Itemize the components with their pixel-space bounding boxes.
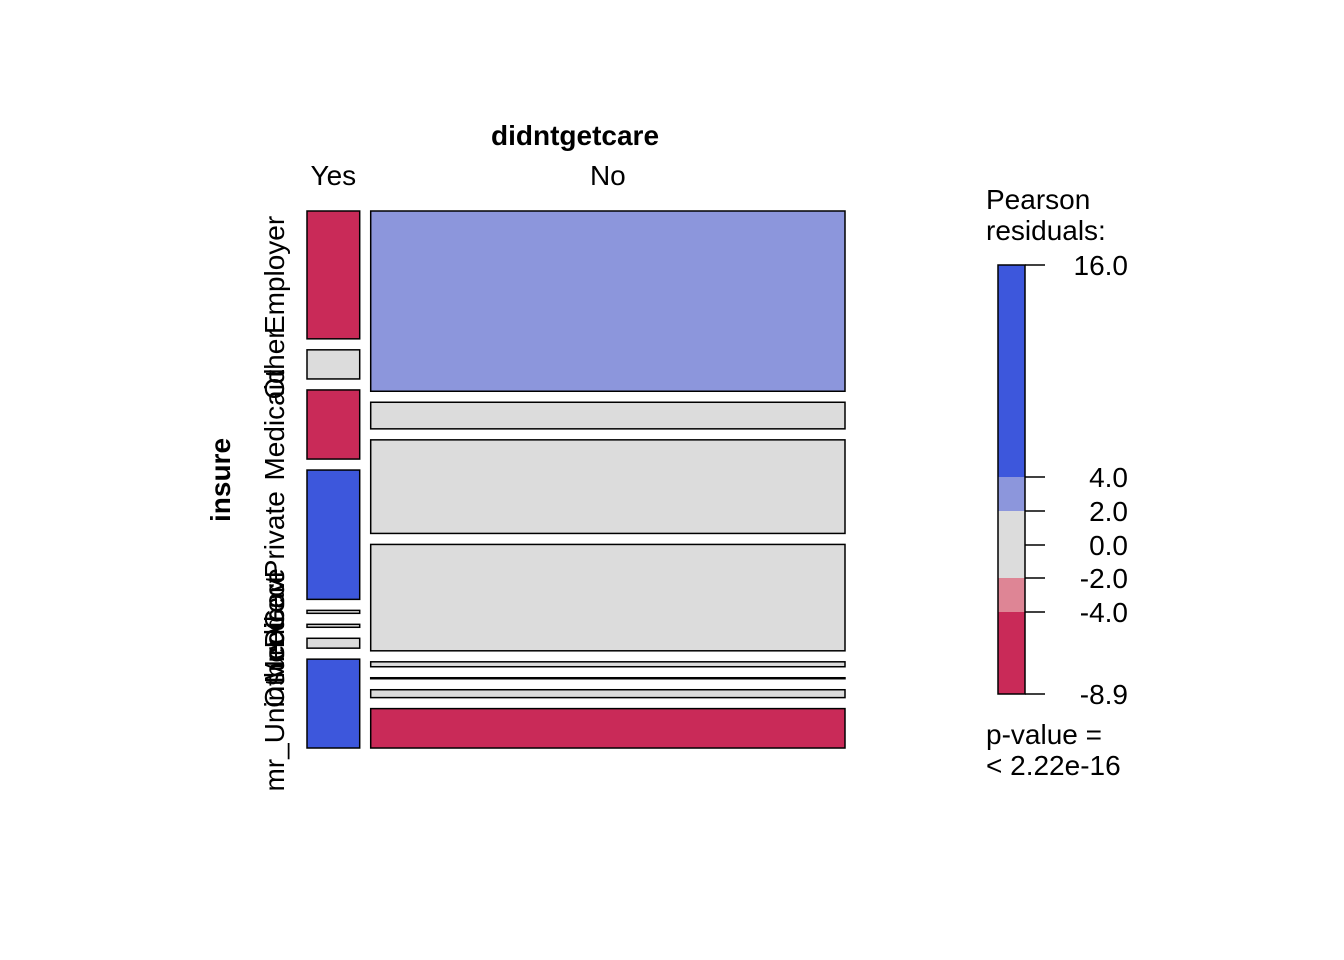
legend-segment (998, 265, 1025, 477)
row-label-medicare: Medicare (259, 568, 290, 683)
tile-yes-employer (306, 210, 361, 340)
tile-no-mr-uninsured (369, 707, 846, 749)
row-label-other: Other (259, 329, 290, 399)
tile-no-medicaid (369, 439, 846, 535)
legend-segment (998, 578, 1025, 612)
row-label-other-gov: Other Gov (259, 579, 290, 708)
legend-bar-outline (997, 264, 1026, 695)
legend-tick-label: 2.0 (1089, 496, 1128, 527)
row-label-private: Private (259, 491, 290, 578)
tile-no-medicare (369, 676, 846, 680)
legend-segment (998, 477, 1025, 511)
legend-tick-label: 16.0 (1074, 250, 1129, 281)
row-label-medicaid: Medicaid (259, 368, 290, 480)
pvalue-line2: < 2.22e-16 (986, 750, 1121, 781)
row-label-direct: Direct (259, 575, 290, 648)
tile-yes-mr-uninsured (306, 658, 361, 749)
tile-yes-other-gov (306, 637, 361, 649)
column-labels: Yes No (311, 160, 626, 191)
legend-segment (998, 612, 1025, 694)
mosaic-tiles (306, 210, 846, 749)
legend-tick-label: 0.0 (1089, 530, 1128, 561)
column-variable-label: didntgetcare (491, 120, 659, 151)
row-label-mr-uninsured: mr_Uninsured (259, 616, 290, 792)
column-label-yes: Yes (311, 160, 357, 191)
row-label-employer: Employer (259, 216, 290, 334)
legend-title-line1: Pearson (986, 184, 1090, 215)
tile-no-private (369, 543, 846, 652)
tile-yes-direct (306, 609, 361, 615)
column-label-no: No (590, 160, 626, 191)
tile-yes-medicare (306, 623, 361, 629)
legend: Pearson residuals: -8.9 -4.0-2.00.02.04.0… (986, 184, 1128, 781)
legend-tick-label: -2.0 (1080, 563, 1128, 594)
legend-title-line2: residuals: (986, 215, 1106, 246)
tile-yes-private (306, 469, 361, 601)
legend-tick-label: -8.9 (1080, 679, 1128, 710)
row-variable-label: insure (205, 438, 236, 522)
pvalue-line1: p-value = (986, 719, 1102, 750)
legend-tick-label: -4.0 (1080, 597, 1128, 628)
tile-no-other (369, 401, 846, 430)
tile-yes-other (306, 349, 361, 380)
tile-yes-medicaid (306, 389, 361, 460)
legend-ticks: -8.9 -4.0-2.00.02.04.0 16.0 (1025, 250, 1128, 710)
legend-tick-label: 4.0 (1089, 462, 1128, 493)
tile-no-other-gov (369, 688, 846, 699)
tile-no-employer (369, 210, 846, 393)
legend-segment (998, 511, 1025, 578)
tile-no-direct (369, 661, 846, 668)
legend-color-bar (997, 264, 1026, 695)
